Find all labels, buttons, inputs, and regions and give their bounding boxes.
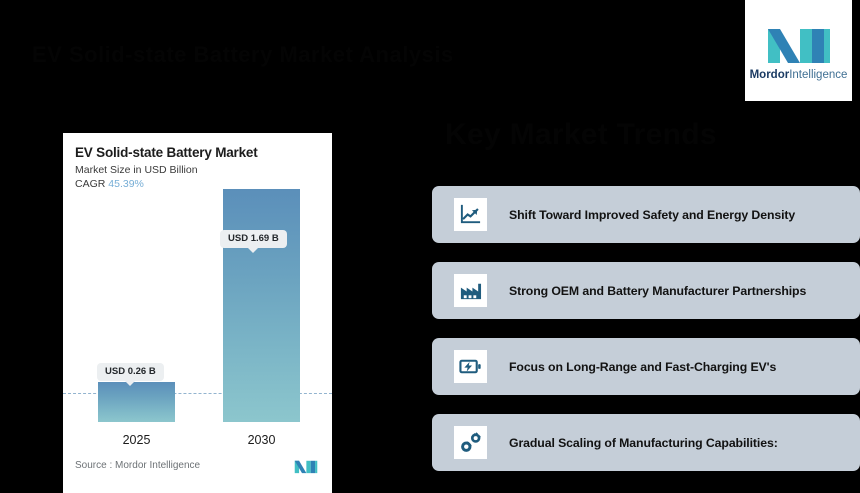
- chart-title: EV Solid-state Battery Market: [75, 145, 258, 160]
- cagr-value: 45.39%: [108, 178, 144, 190]
- chart-plot-area: USD 0.26 B USD 1.69 B 2025 2030: [63, 189, 332, 461]
- value-callout-2025: USD 0.26 B: [97, 363, 164, 385]
- hidden-top-heading: EV Solid-state Battery Market Analysis: [32, 42, 454, 67]
- driver-label: Shift Toward Improved Safety and Energy …: [509, 207, 796, 222]
- market-size-chart-panel: EV Solid-state Battery Market Market Siz…: [63, 133, 332, 493]
- market-drivers-list: Shift Toward Improved Safety and Energy …: [432, 186, 860, 490]
- x-axis-label-2025: 2025: [122, 433, 151, 447]
- bar-2030[interactable]: [223, 189, 300, 422]
- bar-2025[interactable]: [98, 382, 175, 422]
- source-name: Mordor Intelligence: [115, 459, 201, 471]
- trending-chart-icon: [454, 198, 487, 231]
- reference-dashed-line: [63, 393, 332, 394]
- x-axis-label-2030: 2030: [247, 433, 276, 447]
- driver-label: Focus on Long-Range and Fast-Charging EV…: [509, 359, 777, 374]
- factory-icon: [454, 274, 487, 307]
- brand-wordmark: MordorIntelligence: [750, 70, 848, 82]
- footer-mordor-m-mark-icon: [294, 460, 318, 473]
- chart-source: Source : Mordor Intelligence: [75, 460, 200, 471]
- brand-logo-badge: MordorIntelligence: [745, 0, 852, 101]
- driver-card-oem-partnerships[interactable]: Strong OEM and Battery Manufacturer Part…: [432, 262, 860, 319]
- driver-label: Strong OEM and Battery Manufacturer Part…: [509, 283, 807, 298]
- source-label: Source :: [75, 459, 113, 471]
- cagr-label: CAGR: [75, 178, 106, 190]
- driver-card-long-range-fast-charging[interactable]: Focus on Long-Range and Fast-Charging EV…: [432, 338, 860, 395]
- driver-label: Gradual Scaling of Manufacturing Capabil…: [509, 435, 778, 450]
- brand-word-bold: Mordor: [749, 69, 790, 82]
- mordor-m-mark-icon: [767, 29, 830, 64]
- chart-subtitle: Market Size in USD Billion: [75, 164, 198, 176]
- battery-charging-icon: [454, 350, 487, 383]
- driver-card-safety-energy-density[interactable]: Shift Toward Improved Safety and Energy …: [432, 186, 860, 243]
- brand-word-light: Intelligence: [789, 69, 848, 82]
- hidden-section-heading: Key Market Trends: [445, 118, 717, 151]
- chart-footer: Source : Mordor Intelligence: [63, 455, 332, 475]
- driver-card-manufacturing-scaling[interactable]: Gradual Scaling of Manufacturing Capabil…: [432, 414, 860, 471]
- gears-icon: [454, 426, 487, 459]
- value-callout-2030: USD 1.69 B: [220, 230, 287, 252]
- chart-cagr: CAGR 45.39%: [75, 178, 332, 190]
